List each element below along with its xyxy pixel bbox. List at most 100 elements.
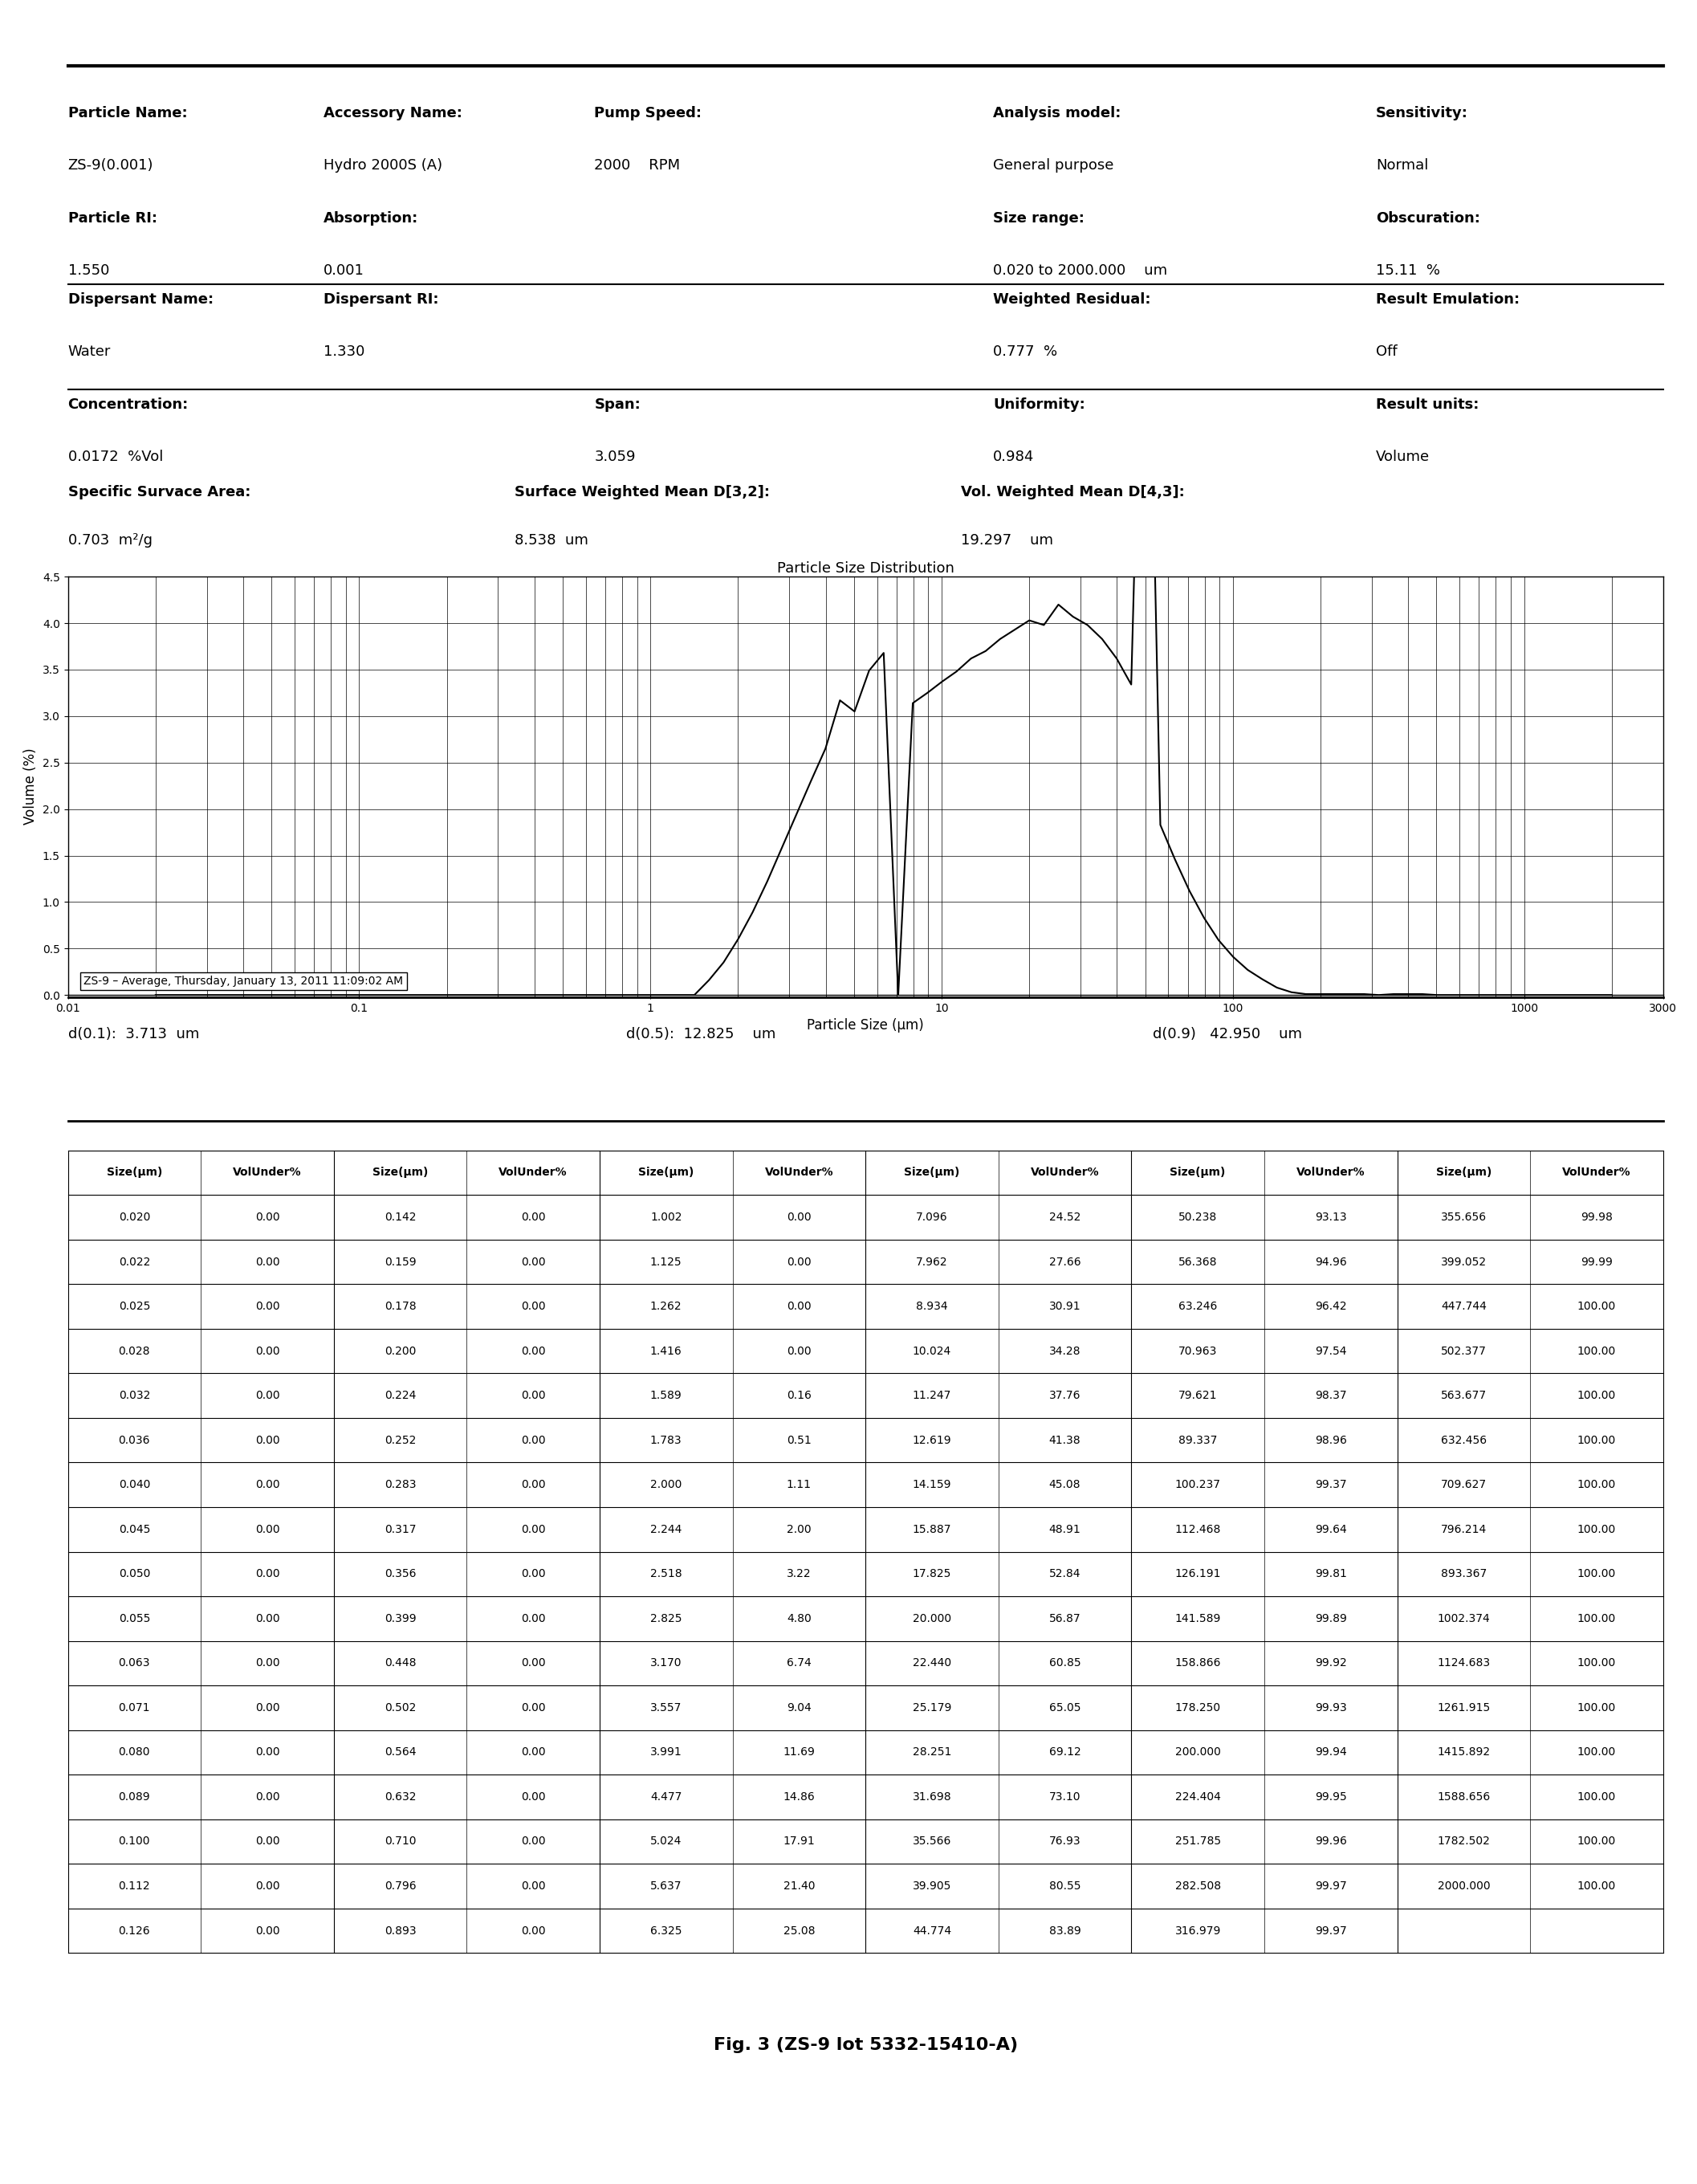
Text: 99.64: 99.64 [1315,1524,1347,1535]
Text: 0.893: 0.893 [384,1924,416,1937]
Text: Dispersant Name:: Dispersant Name: [68,293,214,306]
Text: 98.37: 98.37 [1315,1389,1347,1402]
Text: Pump Speed:: Pump Speed: [594,107,703,120]
Text: 0.00: 0.00 [255,1614,280,1625]
Text: 100.00: 100.00 [1577,1435,1616,1446]
Text: 0.126: 0.126 [119,1924,151,1937]
Text: 126.191: 126.191 [1174,1568,1220,1579]
Text: Span:: Span: [594,397,641,411]
Text: Size(µm): Size(µm) [905,1166,961,1179]
Text: 12.619: 12.619 [913,1435,952,1446]
Text: 39.905: 39.905 [913,1880,952,1891]
Text: 52.84: 52.84 [1049,1568,1081,1579]
Text: Result units:: Result units: [1376,397,1480,411]
Text: 44.774: 44.774 [913,1924,952,1937]
Text: 6.325: 6.325 [650,1924,682,1937]
Text: 11.247: 11.247 [913,1389,952,1402]
Text: 99.96: 99.96 [1315,1837,1347,1848]
Text: 63.246: 63.246 [1178,1302,1217,1313]
Text: 0.00: 0.00 [521,1880,545,1891]
Text: 0.00: 0.00 [521,1212,545,1223]
Text: 251.785: 251.785 [1174,1837,1220,1848]
Text: d(0.5):  12.825    um: d(0.5): 12.825 um [626,1026,776,1042]
Text: 98.96: 98.96 [1315,1435,1347,1446]
Text: 0.00: 0.00 [255,1880,280,1891]
Text: 0.050: 0.050 [119,1568,149,1579]
Text: 0.00: 0.00 [255,1791,280,1802]
Text: 0.00: 0.00 [521,1658,545,1669]
Text: Size(µm): Size(µm) [107,1166,163,1179]
Text: 3.991: 3.991 [650,1747,682,1758]
Text: 7.962: 7.962 [916,1256,949,1267]
Text: Hydro 2000S (A): Hydro 2000S (A) [322,159,441,173]
Text: Particle Name:: Particle Name: [68,107,187,120]
Text: 1261.915: 1261.915 [1437,1701,1490,1714]
Text: 94.96: 94.96 [1315,1256,1347,1267]
Text: Water: Water [68,345,110,358]
Text: 0.00: 0.00 [255,1389,280,1402]
Text: 0.984: 0.984 [993,450,1035,465]
Text: Dispersant RI:: Dispersant RI: [322,293,438,306]
Text: 1.125: 1.125 [650,1256,682,1267]
Text: 99.98: 99.98 [1580,1212,1612,1223]
Text: 30.91: 30.91 [1049,1302,1081,1313]
Text: 0.089: 0.089 [119,1791,151,1802]
Text: 100.00: 100.00 [1577,1791,1616,1802]
Text: Size(µm): Size(µm) [1436,1166,1492,1179]
Text: 0.00: 0.00 [521,1614,545,1625]
Text: Absorption:: Absorption: [322,212,417,225]
Text: 0.00: 0.00 [521,1389,545,1402]
Text: 632.456: 632.456 [1441,1435,1487,1446]
Text: 1124.683: 1124.683 [1437,1658,1490,1669]
Text: 0.703  m²/g: 0.703 m²/g [68,533,153,548]
Text: 4.477: 4.477 [650,1791,682,1802]
Text: 4.80: 4.80 [787,1614,811,1625]
Text: 3.557: 3.557 [650,1701,682,1714]
Text: 3.059: 3.059 [594,450,636,465]
Text: 447.744: 447.744 [1441,1302,1487,1313]
Text: 0.00: 0.00 [255,1345,280,1356]
Text: 100.00: 100.00 [1577,1658,1616,1669]
Text: 316.979: 316.979 [1174,1924,1220,1937]
Text: 76.93: 76.93 [1049,1837,1081,1848]
Text: 99.97: 99.97 [1315,1880,1347,1891]
Text: Concentration:: Concentration: [68,397,188,411]
Text: 69.12: 69.12 [1049,1747,1081,1758]
Text: 100.00: 100.00 [1577,1389,1616,1402]
Text: 0.00: 0.00 [255,1658,280,1669]
Text: Analysis model:: Analysis model: [993,107,1122,120]
Text: 0.00: 0.00 [521,1524,545,1535]
Text: 9.04: 9.04 [787,1701,811,1714]
Text: 99.94: 99.94 [1315,1747,1347,1758]
Text: 0.224: 0.224 [385,1389,416,1402]
Text: 0.00: 0.00 [521,1256,545,1267]
Text: 79.621: 79.621 [1178,1389,1217,1402]
Text: 0.00: 0.00 [787,1302,811,1313]
Text: 99.99: 99.99 [1580,1256,1612,1267]
Text: 796.214: 796.214 [1441,1524,1487,1535]
Text: 1.550: 1.550 [68,264,109,277]
Text: 0.00: 0.00 [255,1837,280,1848]
Text: 83.89: 83.89 [1049,1924,1081,1937]
Text: 0.00: 0.00 [521,1302,545,1313]
Text: 1.002: 1.002 [650,1212,682,1223]
Text: 100.00: 100.00 [1577,1837,1616,1848]
Text: Off: Off [1376,345,1397,358]
Text: 100.00: 100.00 [1577,1880,1616,1891]
Text: 100.00: 100.00 [1577,1568,1616,1579]
Text: Vol. Weighted Mean D[4,3]:: Vol. Weighted Mean D[4,3]: [961,485,1185,500]
Text: 11.69: 11.69 [782,1747,815,1758]
Text: 24.52: 24.52 [1049,1212,1081,1223]
Text: 34.28: 34.28 [1049,1345,1081,1356]
Text: 158.866: 158.866 [1174,1658,1220,1669]
Text: 0.00: 0.00 [521,1791,545,1802]
Text: ZS-9(0.001): ZS-9(0.001) [68,159,153,173]
Text: 1.262: 1.262 [650,1302,682,1313]
Text: 0.00: 0.00 [255,1524,280,1535]
Text: 48.91: 48.91 [1049,1524,1081,1535]
Text: 3.170: 3.170 [650,1658,682,1669]
Text: 99.92: 99.92 [1315,1658,1347,1669]
Text: 0.032: 0.032 [119,1389,149,1402]
Text: 0.00: 0.00 [521,1435,545,1446]
Text: 21.40: 21.40 [782,1880,815,1891]
